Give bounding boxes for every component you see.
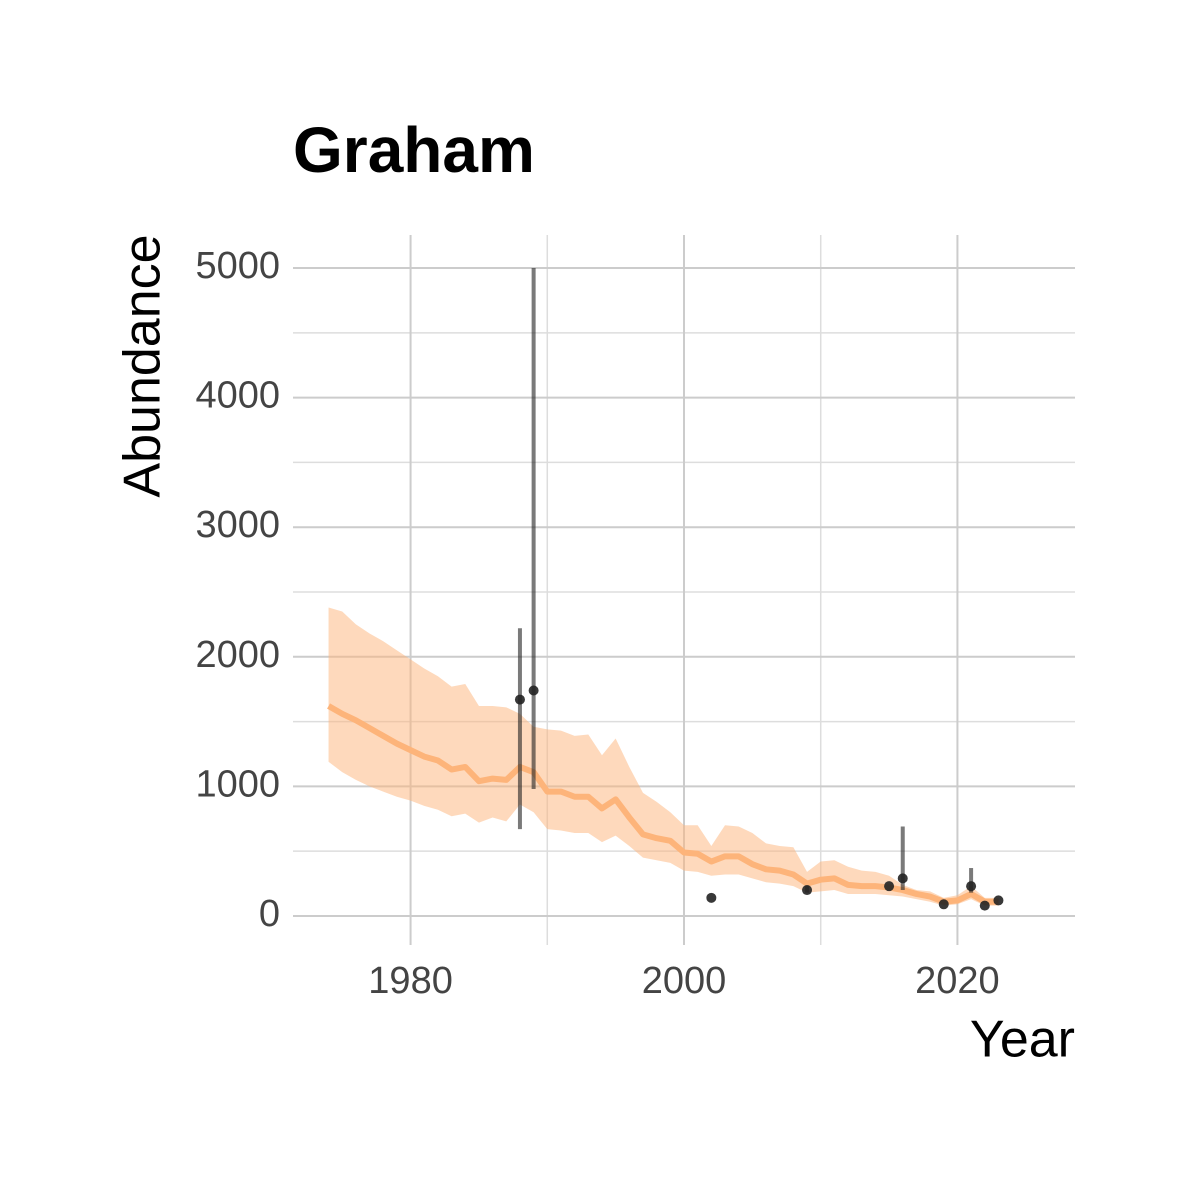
survey-point: [897, 873, 908, 884]
y-axis-label: Abundance: [114, 234, 172, 497]
survey-point: [514, 694, 525, 705]
x-axis-label: Year: [970, 1011, 1075, 1069]
survey-point: [528, 685, 539, 696]
x-tick-label: 1980: [368, 960, 453, 1002]
chart-title: Graham: [293, 114, 535, 186]
survey-point: [966, 881, 977, 892]
y-tick-label: 5000: [195, 245, 280, 287]
y-tick-label: 2000: [195, 634, 280, 676]
x-tick-label: 2020: [915, 960, 1000, 1002]
x-tick-label: 2000: [642, 960, 727, 1002]
survey-point: [993, 895, 1004, 906]
y-tick-label: 1000: [195, 763, 280, 805]
y-tick-label: 3000: [195, 504, 280, 546]
survey-point: [706, 892, 717, 903]
y-tick-label: 4000: [195, 375, 280, 417]
survey-point: [802, 885, 813, 896]
survey-point: [938, 899, 949, 910]
survey-point: [884, 881, 895, 892]
y-tick-label: 0: [259, 893, 280, 935]
survey-point: [979, 900, 990, 911]
confidence-band: [328, 607, 999, 906]
